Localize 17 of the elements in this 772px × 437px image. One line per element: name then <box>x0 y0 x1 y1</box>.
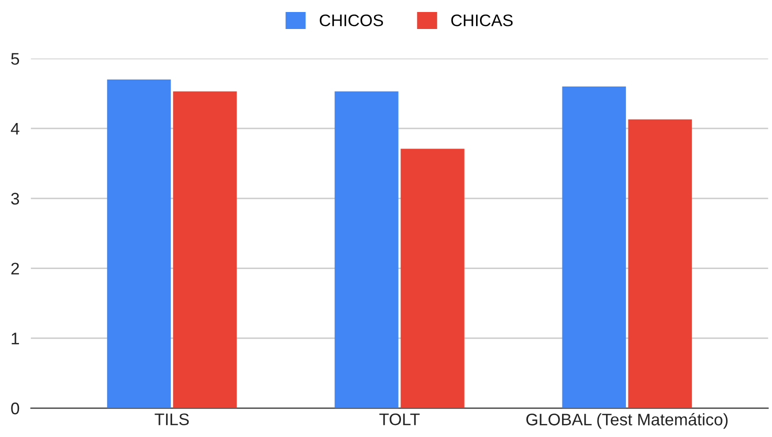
bar <box>562 86 626 408</box>
y-tick-label: 4 <box>10 123 20 135</box>
y-tick-label: 2 <box>11 262 19 274</box>
bar <box>107 80 171 408</box>
x-tick-label: TILS <box>154 413 189 426</box>
y-tick-label: 5 <box>11 53 20 65</box>
y-tick-label: 0 <box>11 402 20 414</box>
y-tick-label: 1 <box>12 332 19 344</box>
legend-label: CHICOS <box>320 14 383 26</box>
bar <box>173 91 237 408</box>
bar <box>334 91 398 408</box>
bar <box>628 119 692 408</box>
legend-label: CHICAS <box>451 14 513 26</box>
y-tick-label: 3 <box>11 192 20 205</box>
x-tick-label: TOLT <box>379 413 420 426</box>
x-tick-label: GLOBAL (Test Matemático) <box>526 413 728 429</box>
bar <box>400 148 464 408</box>
